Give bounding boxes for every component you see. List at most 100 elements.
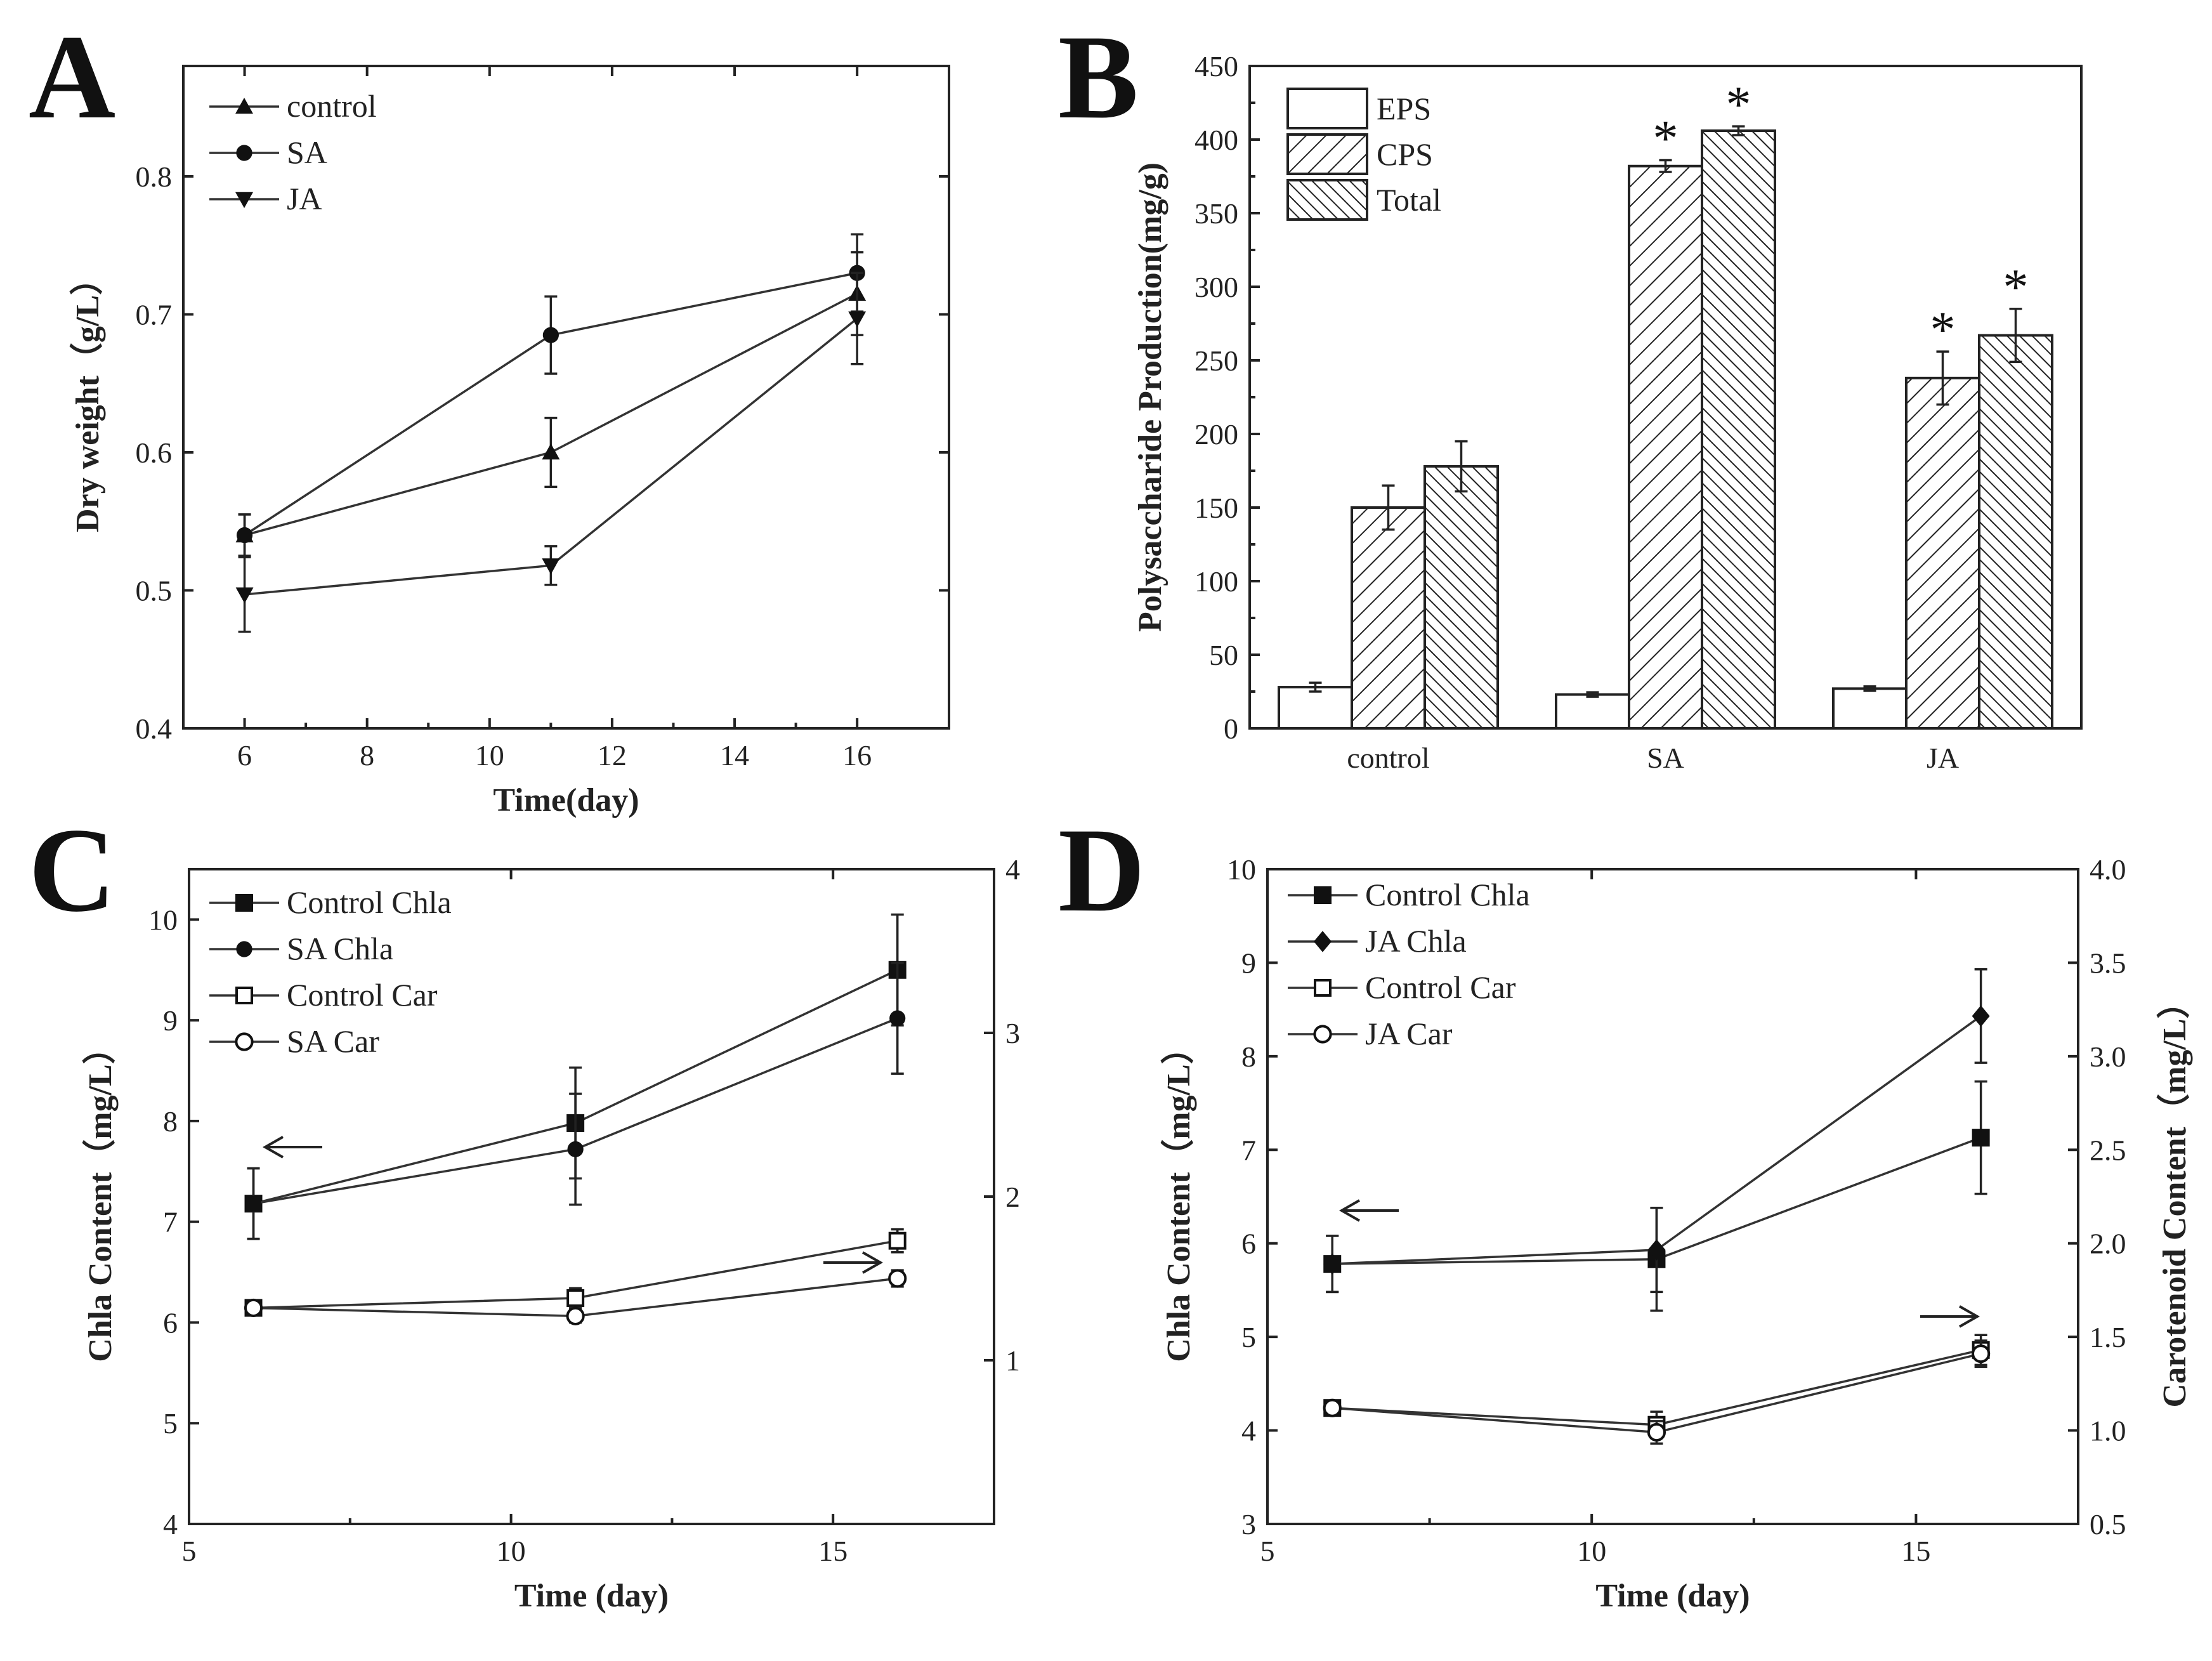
total-bar — [1423, 465, 1499, 730]
control-chla-point — [1972, 1129, 1990, 1147]
y2-tick-label: 4.0 — [2090, 853, 2126, 886]
sa-chla-point — [889, 1010, 906, 1027]
total-bar — [1701, 129, 1776, 730]
x-axis-title: Time (day) — [514, 1578, 669, 1614]
y-tick-label: 6 — [1241, 1228, 1256, 1260]
x-tick-label: 14 — [720, 739, 749, 771]
sa-chla-legend-label: SA Chla — [287, 931, 393, 966]
y-tick-label: 200 — [1194, 418, 1238, 450]
y-axis-title: Dry weight（g/L） — [69, 262, 106, 532]
eps-bar — [1555, 693, 1630, 730]
y-axis-title: Chla Content（mg/L） — [1160, 1031, 1197, 1362]
ja-car-point — [1323, 1398, 1342, 1417]
category-label: control — [1347, 742, 1429, 774]
plot-frame — [182, 65, 950, 730]
control-point — [542, 443, 560, 460]
y2-tick-label: 2.5 — [2090, 1134, 2126, 1166]
x-tick-label: 12 — [598, 739, 627, 771]
sa-chla-point — [245, 1195, 262, 1212]
y-tick-label: 0.5 — [136, 575, 173, 607]
cps-bar — [1351, 506, 1426, 730]
control-chla-legend-marker — [1314, 886, 1332, 904]
y-tick-label: 250 — [1194, 345, 1238, 377]
panel-b: 0 50 100 150 200 250 300 350 400 450 control SA * * JA… — [1058, 11, 2083, 774]
ja-legend-marker — [235, 192, 253, 208]
significance-star: * — [1653, 110, 1679, 166]
y-tick-label: 100 — [1194, 565, 1238, 598]
sa-point — [236, 527, 253, 544]
panel-letter-c: C — [29, 804, 115, 937]
control-car-legend-label: Control Car — [1365, 969, 1516, 1005]
y2-axis-title: Carotenoid Content（mg/L） — [2156, 986, 2193, 1408]
ja-chla-legend-marker — [1314, 931, 1332, 952]
ja-point — [848, 311, 867, 328]
y-tick-label: 8 — [163, 1105, 178, 1138]
x-tick-label: 15 — [818, 1535, 847, 1567]
y-tick-label: 4 — [1241, 1415, 1256, 1447]
control-car-legend-label: Control Car — [287, 977, 438, 1013]
y-axis-title: Polysaccharide Production(mg/g) — [1132, 162, 1168, 632]
sa-car-point — [888, 1269, 907, 1288]
plot-frame — [1266, 868, 2079, 1525]
category-label: SA — [1647, 742, 1684, 774]
y-tick-label: 0 — [1224, 712, 1238, 745]
ja-chla-point — [1647, 1239, 1666, 1261]
sa-car-point — [566, 1306, 585, 1325]
x-tick-label: 16 — [842, 739, 872, 771]
ja-car-legend-marker — [1313, 1025, 1332, 1044]
cps-bar — [1628, 164, 1703, 730]
panel-letter-b: B — [1058, 11, 1139, 144]
x-tick-label: 15 — [1901, 1535, 1930, 1567]
y-tick-label: 300 — [1194, 271, 1238, 303]
y2-tick-label: 0.5 — [2090, 1508, 2126, 1540]
eps-bar — [1832, 687, 1908, 730]
y-tick-label: 0.7 — [136, 299, 173, 331]
sa-chla-point — [567, 1141, 584, 1157]
cps-legend-label: CPS — [1377, 136, 1433, 172]
ja-chla-point — [1323, 1253, 1342, 1275]
control-car-legend-marker — [1314, 979, 1332, 997]
arrow-head — [1338, 1199, 1360, 1222]
control-legend-marker — [235, 98, 253, 114]
eps-bar — [1278, 686, 1353, 730]
x-tick-label: 6 — [237, 739, 252, 771]
y-tick-label: 10 — [148, 903, 178, 936]
ja-car-point — [1972, 1344, 1991, 1363]
y2-tick-label: 2 — [1005, 1181, 1020, 1213]
panel-letter-a: A — [29, 11, 115, 144]
eps-legend-swatch — [1286, 88, 1368, 129]
y2-tick-label: 1 — [1005, 1344, 1020, 1377]
y2-tick-label: 1.5 — [2090, 1321, 2126, 1353]
cps-bar — [1905, 376, 1980, 730]
y2-tick-label: 3.0 — [2090, 1041, 2126, 1073]
x-axis-title: Time (day) — [1595, 1578, 1750, 1614]
left-axis-arrow — [1338, 1199, 1399, 1222]
y-tick-label: 6 — [163, 1306, 178, 1339]
sa-car-point — [244, 1298, 263, 1318]
sa-legend-marker — [236, 145, 252, 161]
legend: control SA JA — [209, 88, 377, 216]
y-tick-label: 5 — [1241, 1321, 1256, 1353]
ja-chla-legend-label: JA Chla — [1365, 923, 1467, 959]
x-tick-label: 10 — [497, 1535, 526, 1567]
right-axis-arrow — [823, 1251, 884, 1274]
y-tick-label: 400 — [1194, 124, 1238, 156]
legend: EPS CPS Total — [1286, 88, 1441, 221]
y-tick-label: 0.8 — [136, 161, 173, 193]
control-car-point — [888, 1231, 906, 1250]
category-label: JA — [1927, 742, 1959, 774]
x-tick-label: 10 — [475, 739, 504, 771]
y-tick-label: 9 — [1241, 947, 1256, 979]
total-bar — [1978, 334, 2053, 730]
y2-tick-label: 1.0 — [2090, 1415, 2126, 1447]
ja-point — [235, 587, 254, 604]
sa-chla-legend-marker — [236, 941, 252, 957]
sa-legend-label: SA — [287, 135, 327, 170]
eps-legend-label: EPS — [1377, 91, 1431, 126]
right-axis-arrow — [1920, 1305, 1980, 1328]
y-tick-label: 50 — [1209, 639, 1238, 671]
y-tick-label: 350 — [1194, 197, 1238, 230]
x-axis-title: Time(day) — [493, 782, 639, 818]
control-chla-legend-label: Control Chla — [1365, 877, 1530, 912]
